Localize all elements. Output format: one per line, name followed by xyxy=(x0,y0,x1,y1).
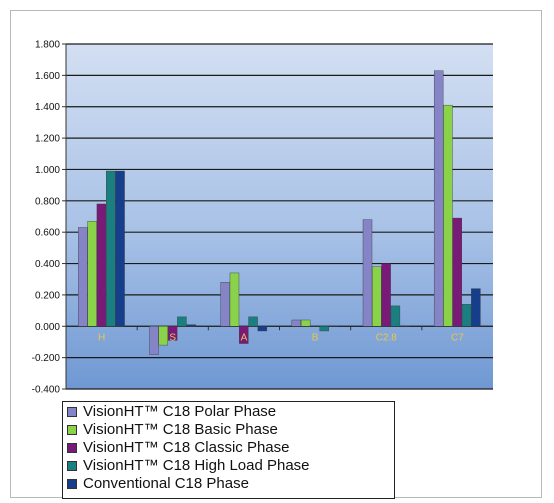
legend-swatch xyxy=(67,479,77,489)
legend-item: VisionHT™ C18 Polar Phase xyxy=(67,403,390,421)
y-tick-label: 0.600 xyxy=(35,228,60,239)
bar xyxy=(149,326,159,355)
y-tick-label: 1.200 xyxy=(35,134,60,145)
bar xyxy=(78,227,88,327)
legend-swatch xyxy=(67,425,77,435)
x-tick-label: B xyxy=(312,332,319,343)
bar xyxy=(229,272,240,327)
bar xyxy=(186,324,196,327)
legend-swatch xyxy=(67,461,77,471)
bar xyxy=(87,221,97,327)
bar xyxy=(220,282,230,327)
x-tick-label: H xyxy=(98,332,105,343)
x-tick-label: C2.8 xyxy=(376,332,398,343)
bar xyxy=(471,288,481,327)
bar xyxy=(381,263,391,327)
bar xyxy=(362,219,373,327)
y-tick-label: 1.800 xyxy=(35,40,60,51)
y-tick-label: 0.200 xyxy=(35,290,60,301)
plot-area xyxy=(66,44,493,389)
bar xyxy=(177,316,187,327)
legend-label: VisionHT™ C18 Classic Phase xyxy=(83,439,290,456)
x-tick-label: S xyxy=(169,332,176,343)
legend-label: VisionHT™ C18 High Load Phase xyxy=(83,457,310,474)
bar xyxy=(443,104,453,327)
legend-item: VisionHT™ C18 High Load Phase xyxy=(67,457,390,475)
x-tick-label: A xyxy=(241,332,248,343)
bar xyxy=(106,170,116,327)
legend-label: Conventional C18 Phase xyxy=(83,475,249,492)
bar xyxy=(461,304,472,327)
bar xyxy=(167,326,178,341)
bar xyxy=(96,203,107,327)
bar xyxy=(257,326,268,332)
legend-label: VisionHT™ C18 Basic Phase xyxy=(83,421,278,438)
legend-item: VisionHT™ C18 Basic Phase xyxy=(67,421,390,439)
y-tick-label: 1.000 xyxy=(35,165,60,176)
bar xyxy=(390,305,401,327)
bar xyxy=(372,266,382,327)
y-tick-label: 0.000 xyxy=(35,322,60,333)
bar xyxy=(239,326,249,344)
legend-item: VisionHT™ C18 Classic Phase xyxy=(67,439,390,457)
legend-label: VisionHT™ C18 Polar Phase xyxy=(83,403,277,420)
bar xyxy=(452,217,462,327)
legend-swatch xyxy=(67,443,77,453)
legend-item: Conventional C18 Phase xyxy=(67,475,390,493)
bar xyxy=(433,70,444,327)
bar xyxy=(319,326,329,332)
bar xyxy=(248,316,258,327)
y-tick-label: 1.400 xyxy=(35,102,60,113)
legend-swatch xyxy=(67,407,77,417)
bar xyxy=(115,170,125,327)
y-tick-label: 1.600 xyxy=(35,71,60,82)
y-tick-label: 0.400 xyxy=(35,259,60,270)
bar xyxy=(300,319,311,327)
y-tick-label: -0.200 xyxy=(32,353,61,364)
x-tick-label: C7 xyxy=(451,332,464,343)
y-tick-label: -0.400 xyxy=(32,385,61,396)
y-tick-label: 0.800 xyxy=(35,196,60,207)
bar xyxy=(291,319,302,327)
bar xyxy=(158,326,169,346)
chart-legend: VisionHT™ C18 Polar Phase VisionHT™ C18 B… xyxy=(62,401,395,499)
